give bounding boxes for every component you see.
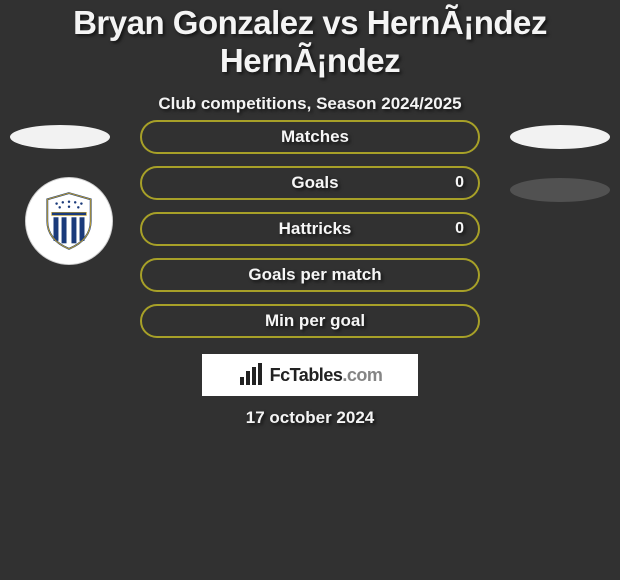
- stat-right-value: 0: [455, 220, 464, 238]
- brand-name: FcTables: [270, 365, 343, 385]
- brand-text: FcTables.com: [270, 365, 383, 386]
- pachuca-crest-icon: [38, 190, 100, 252]
- player1-club-badge: [25, 177, 113, 265]
- title-player1: Bryan Gonzalez: [73, 4, 314, 41]
- stats-bars: Matches Goals 0 Hattricks 0 Goals per ma…: [140, 120, 480, 350]
- stat-right-value: 0: [455, 174, 464, 192]
- stat-label: Goals: [281, 173, 338, 193]
- player2-club-placeholder: [510, 178, 610, 202]
- player1-photo-placeholder: [10, 125, 110, 149]
- stat-bar-goals: Goals 0: [140, 166, 480, 200]
- page-title: Bryan Gonzalez vs HernÃ¡ndez HernÃ¡ndez: [0, 0, 620, 80]
- brand-watermark: FcTables.com: [202, 354, 418, 396]
- player2-photo-placeholder: [510, 125, 610, 149]
- stat-label: Goals per match: [238, 265, 381, 285]
- title-vs: vs: [314, 4, 367, 41]
- stat-bar-matches: Matches: [140, 120, 480, 154]
- stat-label: Hattricks: [269, 219, 352, 239]
- subtitle: Club competitions, Season 2024/2025: [0, 94, 620, 114]
- stat-bar-goals-per-match: Goals per match: [140, 258, 480, 292]
- stat-label: Matches: [271, 127, 349, 147]
- generation-date: 17 october 2024: [0, 408, 620, 428]
- bar-chart-icon: [238, 363, 264, 387]
- brand-suffix: .com: [342, 365, 382, 385]
- stat-bar-min-per-goal: Min per goal: [140, 304, 480, 338]
- stat-bar-hattricks: Hattricks 0: [140, 212, 480, 246]
- stat-label: Min per goal: [255, 311, 365, 331]
